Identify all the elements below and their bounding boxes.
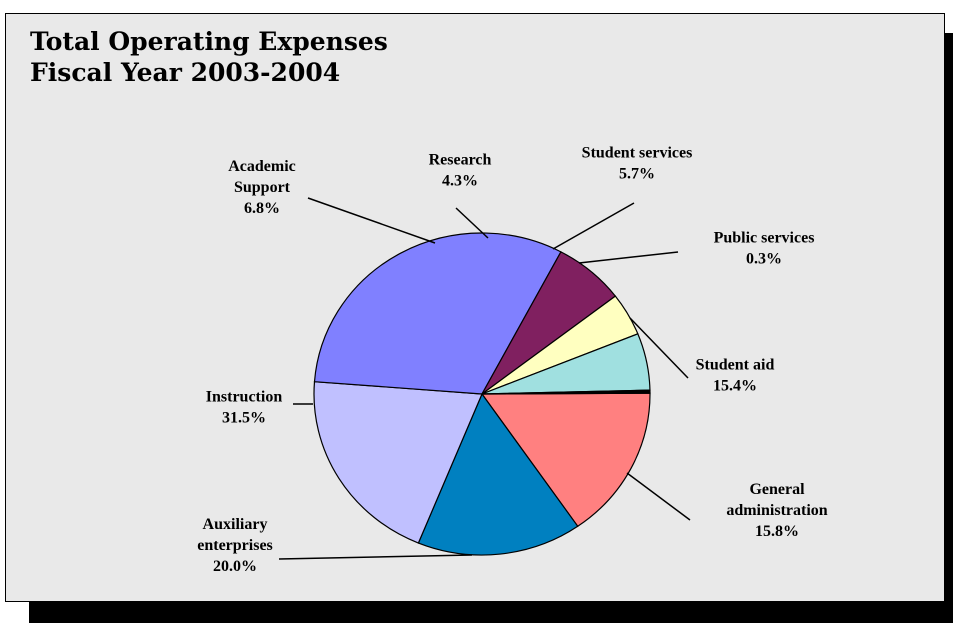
leader-line	[629, 317, 689, 379]
slice-name-label: administration	[726, 502, 827, 519]
slice-name-label: Auxiliary	[203, 516, 268, 533]
pie-slice	[417, 392, 579, 556]
leader-line	[278, 554, 473, 560]
slice-label: Research 4.3%	[429, 152, 492, 190]
chart-title-line-1: Total Operating Expenses	[30, 27, 388, 56]
slice-label: Auxiliary enterprises 20.0%	[197, 516, 273, 575]
slice-value-label: 15.8%	[755, 523, 799, 540]
slice-name-label: Support	[234, 179, 291, 196]
slice-value-label: 6.8%	[244, 200, 280, 217]
slice-name-label: General	[749, 481, 805, 498]
leader-line	[626, 472, 691, 521]
pie-slice	[313, 232, 562, 395]
pie-slice	[481, 389, 651, 395]
slice-value-label: 0.3%	[746, 251, 782, 268]
slice-name-label: Student services	[582, 145, 693, 162]
chart-title: Total Operating Expenses Fiscal Year 200…	[30, 26, 388, 88]
slice-value-label: 15.4%	[713, 378, 757, 395]
chart-title-line-2: Fiscal Year 2003-2004	[30, 58, 341, 87]
slice-value-label: 5.7%	[619, 166, 655, 183]
slice-name-label: enterprises	[197, 537, 273, 554]
slice-value-label: 4.3%	[442, 173, 478, 190]
pie-slice	[480, 392, 651, 528]
slice-label: Student services 5.7%	[582, 145, 693, 183]
slice-label: Academic Support 6.8%	[228, 158, 296, 217]
slice-label: Student aid 15.4%	[696, 357, 775, 395]
leader-line	[307, 197, 436, 244]
slice-value-label: 20.0%	[213, 558, 257, 575]
slice-name-label: Research	[429, 152, 492, 169]
slice-name-label: Academic	[228, 158, 296, 175]
leader-line	[552, 202, 635, 250]
slice-name-label: Instruction	[206, 389, 283, 406]
pie-slice	[313, 381, 483, 544]
leader-line	[455, 207, 489, 239]
slice-label: Public services 0.3%	[714, 230, 815, 268]
slice-name-label: Public services	[714, 230, 815, 247]
slice-value-label: 31.5%	[222, 410, 266, 427]
slice-name-label: Student aid	[696, 357, 775, 374]
leader-line	[578, 251, 679, 264]
slice-label: Instruction 31.5%	[206, 389, 283, 427]
slice-label: General administration 15.8%	[726, 481, 827, 540]
